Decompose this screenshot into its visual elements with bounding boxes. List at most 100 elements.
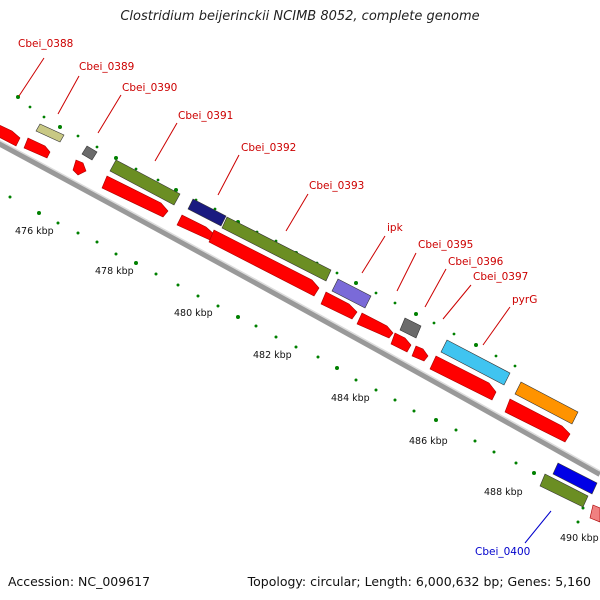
- label-leader-line: [482, 306, 511, 346]
- ruler-dot: [432, 321, 436, 325]
- ruler-dot: [374, 388, 378, 392]
- scale-labels: 476 kbp 478 kbp 480 kbp 482 kbp 484 kbp 486 k…: [15, 226, 599, 544]
- ruler-dot: [414, 312, 418, 316]
- ruler-dot: [412, 409, 416, 413]
- cds-arrow: [0, 125, 21, 147]
- ruler-dot: [8, 195, 12, 199]
- gene-label: Cbei_0400: [475, 546, 530, 558]
- label-leader-line: [97, 94, 122, 134]
- cog-block: [221, 216, 332, 282]
- cds-arrow: [504, 398, 571, 443]
- scale-label: 480 kbp: [174, 308, 213, 319]
- ruler-dot: [176, 283, 180, 287]
- ruler-dot: [335, 366, 339, 370]
- scale-label: 476 kbp: [15, 226, 54, 237]
- label-leader-line: [524, 510, 552, 544]
- label-leader-lines: [18, 57, 552, 544]
- cog-block: [399, 317, 422, 339]
- ruler-dot: [156, 178, 160, 182]
- gene-label: Cbei_0391: [178, 110, 233, 122]
- gene-label: Cbei_0395: [418, 239, 473, 251]
- cds-arrow: [208, 229, 320, 297]
- cds-arrow: [589, 504, 600, 523]
- label-leader-line: [18, 57, 45, 97]
- gene-label: Cbei_0396: [448, 256, 504, 268]
- cds-arrow: [23, 137, 51, 159]
- scale-label: 486 kbp: [409, 436, 448, 447]
- ruler-dot: [492, 450, 496, 454]
- label-leader-line: [442, 284, 472, 320]
- ruler-dot: [335, 271, 339, 275]
- ruler-dot: [174, 188, 178, 192]
- cog-block: [539, 473, 589, 508]
- ruler-dot: [514, 461, 518, 465]
- label-leader-line: [361, 235, 386, 274]
- ruler-dot: [474, 343, 478, 347]
- gene-label: Cbei_0389: [79, 61, 134, 73]
- gene-label: pyrG: [512, 294, 537, 306]
- ruler-dot: [576, 520, 580, 524]
- ruler-dot: [274, 335, 278, 339]
- label-leader-line: [217, 154, 240, 196]
- ruler-dot: [95, 240, 99, 244]
- ruler-dot: [134, 261, 138, 265]
- cog-block: [440, 339, 511, 386]
- ruler-dot: [513, 364, 517, 368]
- cog-block: [35, 123, 65, 143]
- ruler-dot: [454, 428, 458, 432]
- scale-label: 484 kbp: [331, 393, 370, 404]
- ruler-dot: [42, 115, 46, 119]
- ruler-dot: [114, 156, 118, 160]
- gene-label: Cbei_0397: [473, 271, 528, 283]
- gene-label: Cbei_0392: [241, 142, 296, 154]
- cds-arrow: [429, 355, 497, 401]
- gene-labels: Cbei_0388 Cbei_0389 Cbei_0390 Cbei_0391 Cbei…: [18, 38, 537, 558]
- gene-label: ipk: [387, 222, 404, 234]
- ruler-dot: [58, 125, 62, 129]
- cog-block: [552, 462, 598, 495]
- cds-arrow: [320, 291, 358, 320]
- ruler-dot: [196, 294, 200, 298]
- label-leader-line: [285, 193, 309, 232]
- cog-block: [331, 278, 372, 309]
- ruler-dot: [354, 281, 358, 285]
- cds-arrow: [72, 159, 87, 176]
- ruler-dot: [28, 105, 32, 109]
- label-leader-line: [396, 252, 417, 292]
- label-leader-line: [154, 122, 178, 162]
- cog-block: [81, 145, 98, 161]
- cds-arrow: [356, 312, 394, 339]
- ruler-dot: [393, 301, 397, 305]
- ruler-dot: [532, 471, 536, 475]
- genome-backbone: [0, 140, 600, 477]
- ruler-dot: [154, 272, 158, 276]
- ruler-dot: [236, 315, 240, 319]
- ruler-dot: [354, 378, 358, 382]
- ruler-dot: [294, 345, 298, 349]
- ruler-dot: [216, 304, 220, 308]
- cog-block: [514, 381, 579, 425]
- genome-backbone-layer: [0, 139, 600, 477]
- scale-label: 488 kbp: [484, 487, 523, 498]
- ruler-dot: [37, 211, 41, 215]
- ruler-dot: [76, 231, 80, 235]
- cds-arrows: [0, 125, 600, 523]
- ruler-dot: [56, 221, 60, 225]
- cds-arrow: [101, 175, 169, 218]
- ruler-dot: [134, 167, 138, 171]
- ruler-dot: [316, 355, 320, 359]
- label-leader-line: [57, 75, 80, 115]
- map-title: Clostridium beijerinckii NCIMB 8052, com…: [120, 9, 480, 24]
- ruler-dot: [254, 324, 258, 328]
- scale-label: 478 kbp: [95, 266, 134, 277]
- ruler-dot: [114, 252, 118, 256]
- ruler-dot: [494, 354, 498, 358]
- genome-backbone-highlight: [0, 139, 600, 472]
- genome-summary-text: Topology: circular; Length: 6,000,632 bp…: [247, 574, 591, 589]
- label-leader-line: [424, 268, 447, 308]
- ruler-dot: [393, 398, 397, 402]
- ruler-dot: [76, 134, 80, 138]
- gene-label: Cbei_0393: [309, 180, 364, 192]
- cog-block: [109, 159, 181, 206]
